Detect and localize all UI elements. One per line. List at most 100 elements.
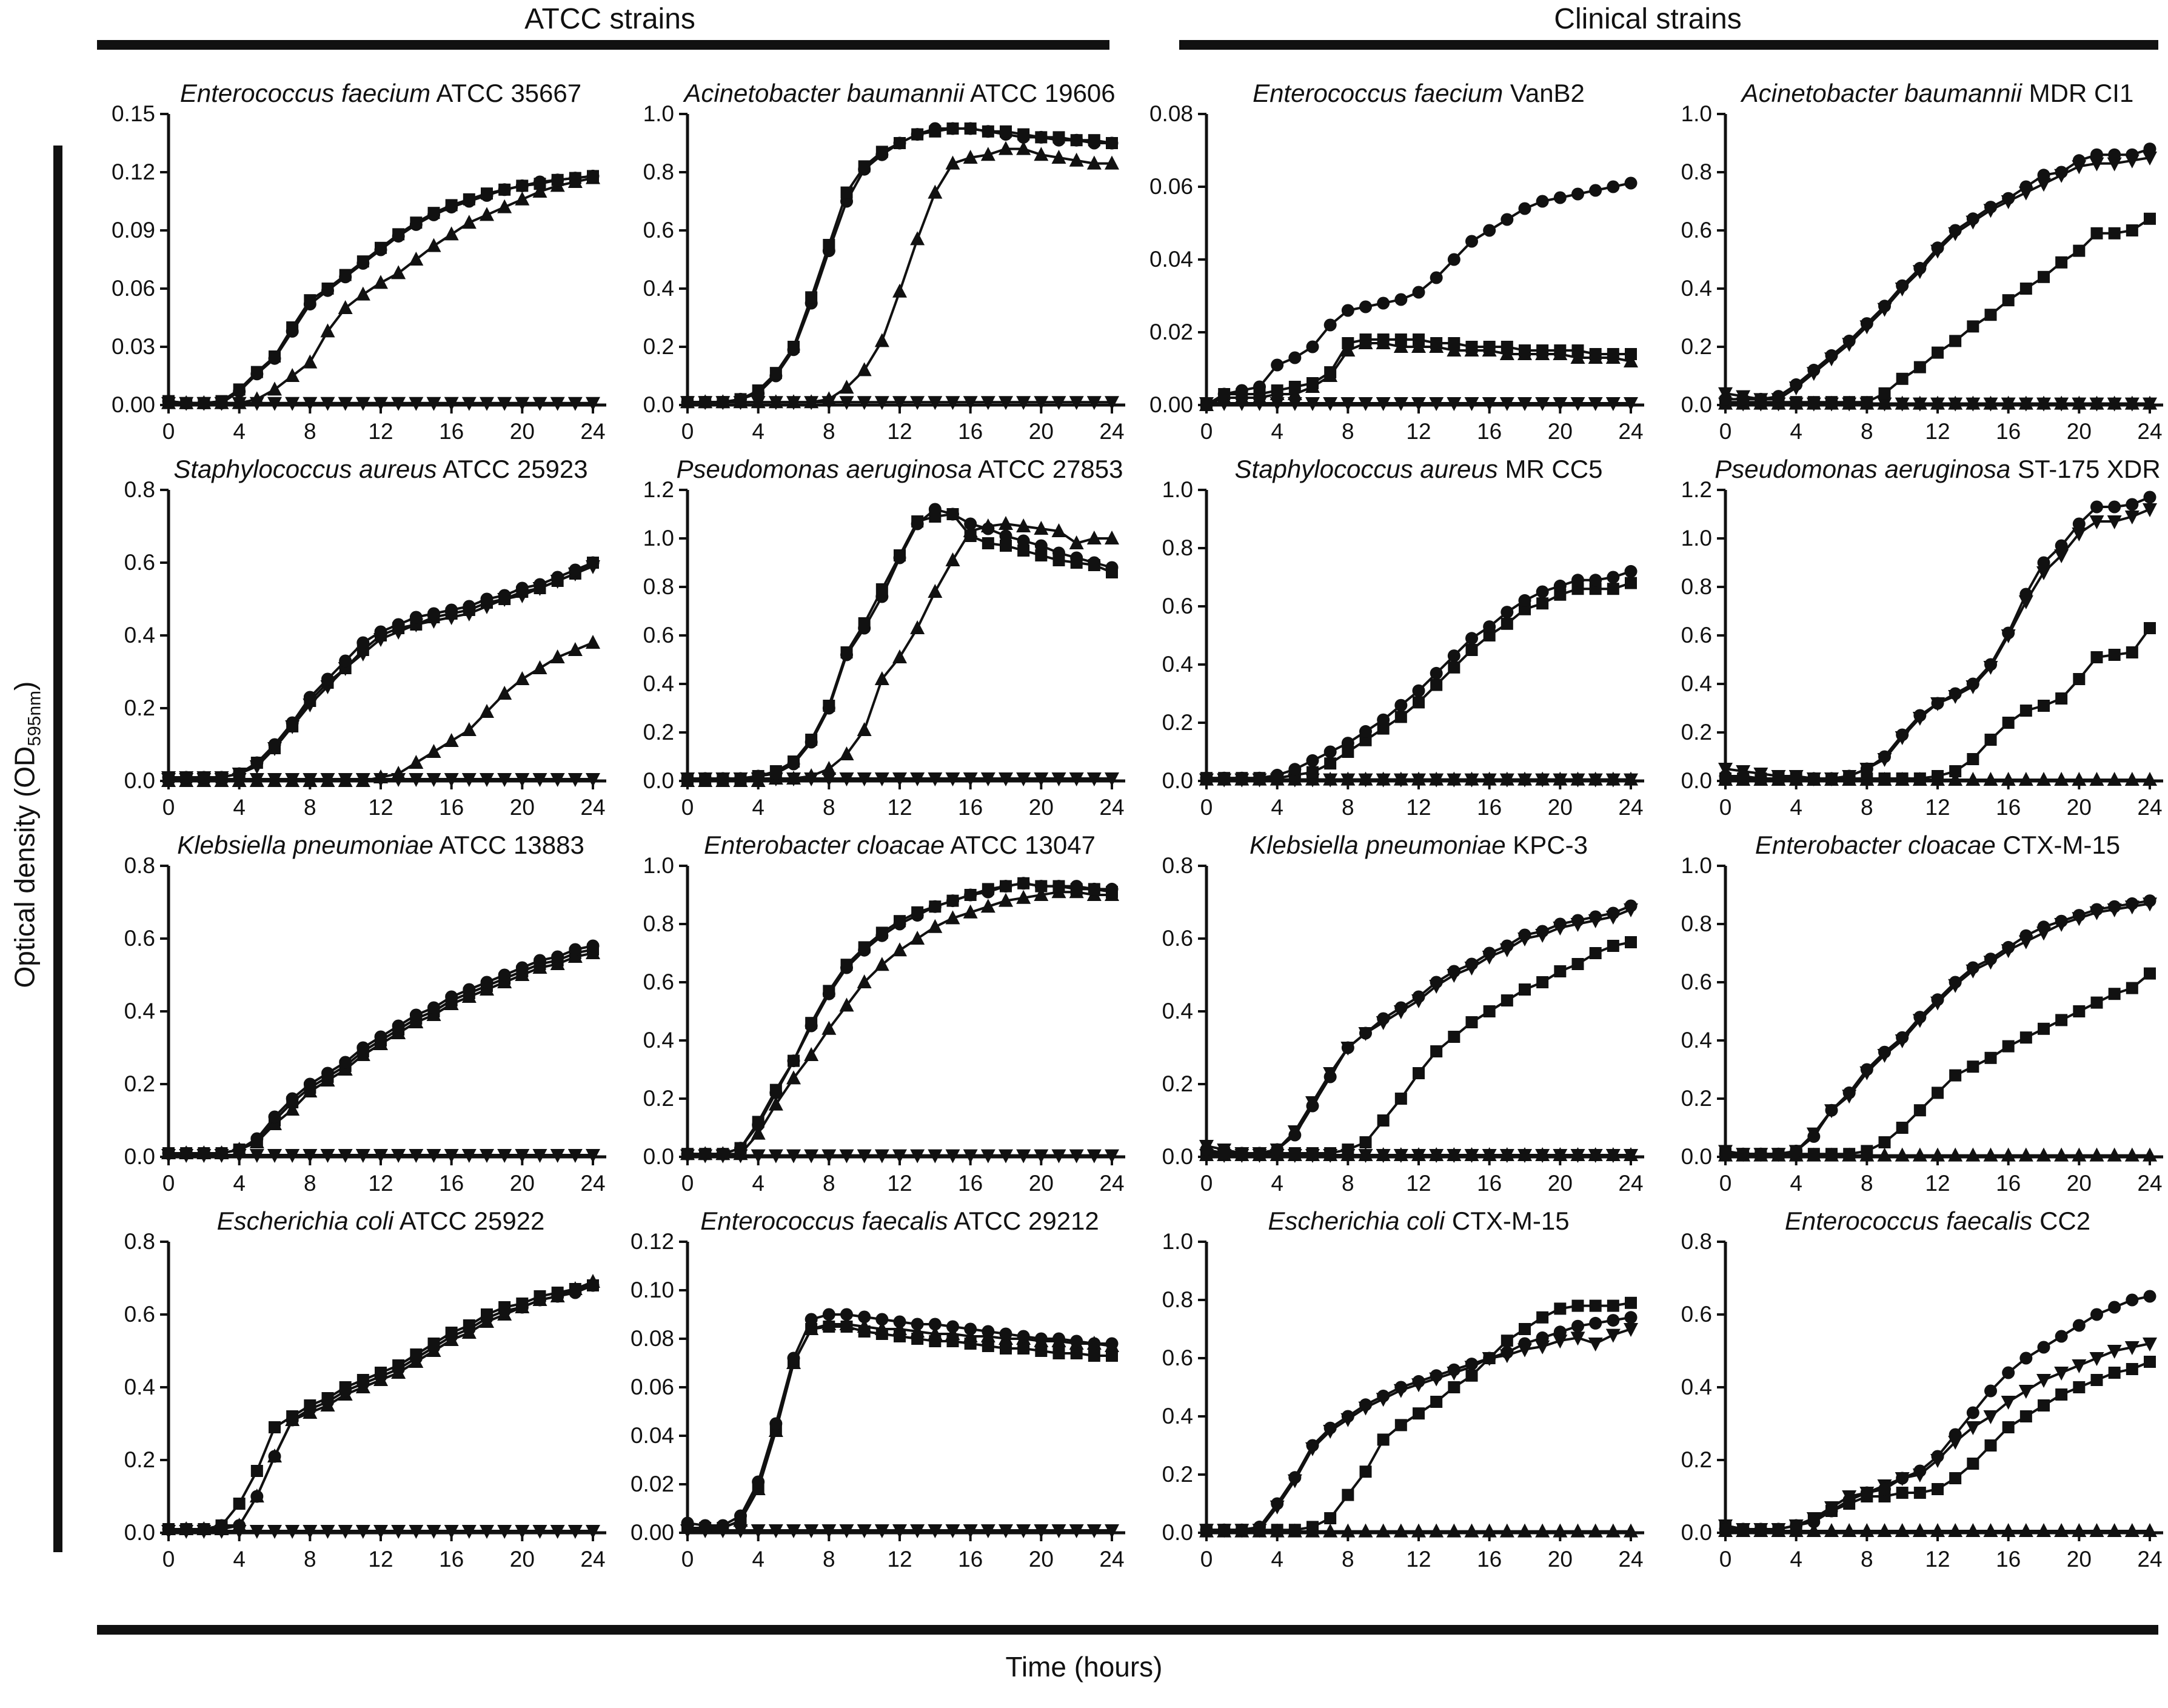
svg-text:0.08: 0.08 xyxy=(631,1326,674,1351)
svg-text:0.2: 0.2 xyxy=(124,1447,155,1472)
svg-text:24: 24 xyxy=(1618,1171,1643,1196)
svg-text:0.0: 0.0 xyxy=(1681,768,1712,793)
svg-text:16: 16 xyxy=(958,1171,983,1196)
svg-text:0.06: 0.06 xyxy=(1149,174,1193,199)
svg-text:16: 16 xyxy=(1996,1547,2021,1572)
svg-text:0.00: 0.00 xyxy=(112,392,155,417)
svg-text:16: 16 xyxy=(439,1171,464,1196)
svg-text:12: 12 xyxy=(887,419,912,444)
svg-text:0.2: 0.2 xyxy=(643,720,674,745)
svg-text:8: 8 xyxy=(1861,1171,1873,1196)
svg-text:0.04: 0.04 xyxy=(1149,247,1193,272)
column-group-header-clinical: Clinical strains xyxy=(1554,3,1742,35)
svg-text:0.6: 0.6 xyxy=(1162,1345,1193,1370)
svg-text:20: 20 xyxy=(510,795,535,820)
panel-title: Pseudomonas aeruginosa ST-175 XDR xyxy=(1715,455,2160,483)
svg-text:1.0: 1.0 xyxy=(1162,477,1193,502)
svg-text:0.8: 0.8 xyxy=(1681,159,1712,184)
growth-chart-panel-1: Enterococcus faecium ATCC 35667 0.00 0.03 0… xyxy=(112,79,606,444)
svg-text:16: 16 xyxy=(1996,419,2021,444)
svg-text:0.8: 0.8 xyxy=(643,159,674,184)
panel-title: Acinetobacter baumannii MDR CI1 xyxy=(1740,79,2134,107)
svg-text:24: 24 xyxy=(1618,795,1643,820)
svg-text:0.02: 0.02 xyxy=(1149,320,1193,344)
svg-text:0: 0 xyxy=(1200,419,1213,444)
svg-text:0.06: 0.06 xyxy=(112,276,155,301)
svg-text:0.8: 0.8 xyxy=(124,1229,155,1254)
svg-text:1.2: 1.2 xyxy=(643,477,674,502)
panel-title: Staphylococcus aureus MR CC5 xyxy=(1235,455,1603,483)
panel-title: Enterococcus faecium VanB2 xyxy=(1253,79,1585,107)
svg-text:12: 12 xyxy=(368,1547,393,1572)
svg-text:0.6: 0.6 xyxy=(1681,623,1712,648)
svg-text:12: 12 xyxy=(1406,1171,1431,1196)
svg-text:12: 12 xyxy=(887,795,912,820)
svg-text:12: 12 xyxy=(368,419,393,444)
svg-text:8: 8 xyxy=(304,1547,316,1572)
svg-text:8: 8 xyxy=(304,795,316,820)
svg-text:0.12: 0.12 xyxy=(112,159,155,184)
svg-text:16: 16 xyxy=(958,795,983,820)
svg-text:12: 12 xyxy=(368,1171,393,1196)
svg-text:0.8: 0.8 xyxy=(1681,1229,1712,1254)
svg-text:0.10: 0.10 xyxy=(631,1278,674,1302)
svg-text:8: 8 xyxy=(1342,1547,1354,1572)
svg-text:24: 24 xyxy=(1618,1547,1643,1572)
svg-text:0.2: 0.2 xyxy=(1162,1071,1193,1096)
svg-text:0: 0 xyxy=(681,419,694,444)
svg-text:0.8: 0.8 xyxy=(643,911,674,936)
svg-text:24: 24 xyxy=(580,795,605,820)
svg-text:20: 20 xyxy=(2067,795,2092,820)
svg-text:0.08: 0.08 xyxy=(1149,101,1193,126)
svg-text:0.8: 0.8 xyxy=(643,574,674,599)
svg-text:0.0: 0.0 xyxy=(124,1144,155,1169)
svg-text:0.8: 0.8 xyxy=(124,477,155,502)
svg-text:0.6: 0.6 xyxy=(1681,970,1712,994)
svg-text:0.0: 0.0 xyxy=(1681,1520,1712,1545)
svg-text:8: 8 xyxy=(1861,419,1873,444)
svg-text:0.2: 0.2 xyxy=(1681,1086,1712,1111)
svg-text:0.8: 0.8 xyxy=(1162,1287,1193,1312)
y-axis-rule xyxy=(53,146,62,1552)
svg-text:0.4: 0.4 xyxy=(643,671,674,696)
svg-text:0.0: 0.0 xyxy=(643,1144,674,1169)
svg-text:4: 4 xyxy=(233,1547,246,1572)
svg-text:20: 20 xyxy=(1029,1547,1054,1572)
svg-text:12: 12 xyxy=(1925,1547,1950,1572)
svg-text:0.4: 0.4 xyxy=(124,999,155,1023)
svg-text:1.0: 1.0 xyxy=(1681,526,1712,551)
svg-text:16: 16 xyxy=(958,1547,983,1572)
panel-title: Enterococcus faecalis ATCC 29212 xyxy=(700,1207,1099,1235)
svg-text:16: 16 xyxy=(1996,795,2021,820)
svg-text:0.2: 0.2 xyxy=(1162,710,1193,735)
svg-text:4: 4 xyxy=(233,419,246,444)
svg-text:20: 20 xyxy=(1548,1547,1573,1572)
svg-text:0: 0 xyxy=(1200,1547,1213,1572)
svg-text:0.00: 0.00 xyxy=(631,1520,674,1545)
svg-text:0: 0 xyxy=(681,1171,694,1196)
svg-text:0: 0 xyxy=(162,419,175,444)
panel-title: Enterococcus faecium ATCC 35667 xyxy=(180,79,581,107)
svg-text:0.8: 0.8 xyxy=(1162,535,1193,560)
svg-text:1.0: 1.0 xyxy=(1162,1229,1193,1254)
svg-text:4: 4 xyxy=(1271,1547,1283,1572)
svg-text:0.4: 0.4 xyxy=(1681,1375,1712,1399)
svg-text:24: 24 xyxy=(1099,419,1124,444)
svg-text:16: 16 xyxy=(1996,1171,2021,1196)
svg-text:0: 0 xyxy=(1719,1171,1732,1196)
svg-text:16: 16 xyxy=(1477,1547,1502,1572)
svg-text:0.2: 0.2 xyxy=(643,334,674,359)
svg-text:0.6: 0.6 xyxy=(1681,1302,1712,1327)
svg-text:1.0: 1.0 xyxy=(1681,101,1712,126)
svg-text:16: 16 xyxy=(1477,1171,1502,1196)
svg-text:12: 12 xyxy=(1925,795,1950,820)
svg-text:20: 20 xyxy=(1029,419,1054,444)
svg-text:0.6: 0.6 xyxy=(1681,218,1712,243)
svg-text:20: 20 xyxy=(2067,1171,2092,1196)
svg-text:8: 8 xyxy=(1861,1547,1873,1572)
svg-text:12: 12 xyxy=(368,795,393,820)
svg-text:1.0: 1.0 xyxy=(643,101,674,126)
svg-text:12: 12 xyxy=(887,1547,912,1572)
svg-text:0.04: 0.04 xyxy=(631,1423,674,1448)
svg-text:24: 24 xyxy=(2137,795,2162,820)
